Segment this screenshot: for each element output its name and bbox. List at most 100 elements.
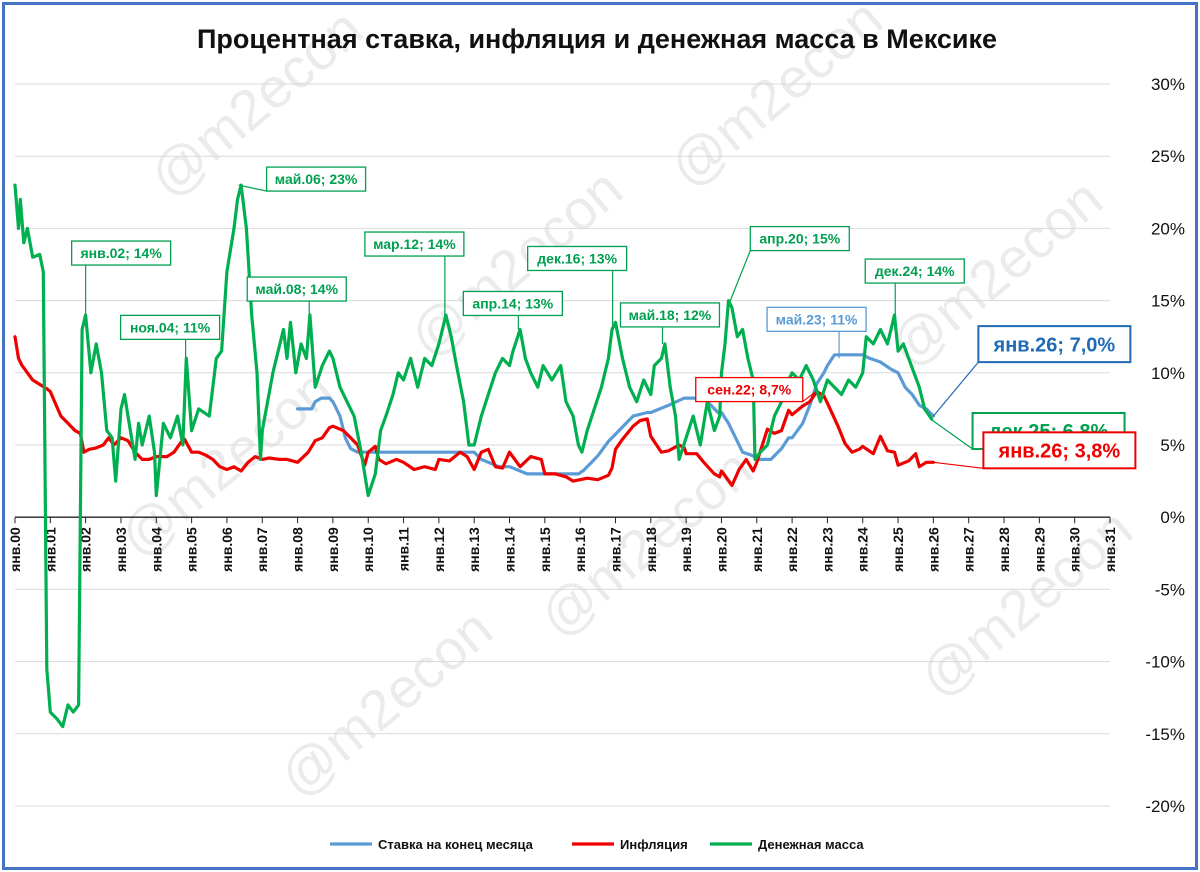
x-tick-label: янв.15 [537, 527, 553, 572]
annotation-callout: май.23; 11% [766, 306, 867, 359]
x-tick-label: янв.29 [1031, 527, 1047, 572]
series-line-rate [296, 353, 935, 476]
annotation-box [982, 431, 1137, 470]
series-layer [13, 183, 935, 729]
annotation-box [864, 258, 965, 284]
annotation-label: янв.26; 7,0% [993, 334, 1116, 356]
x-axis-ticks: янв.00 янв.01 янв.02 янв.03 янв.04 янв.05 янв.… [7, 517, 1118, 572]
annotation-label: сен.22; 8,7% [707, 382, 792, 398]
x-tick-label: янв.12 [431, 527, 447, 572]
y-tick-label: 10% [1151, 364, 1185, 383]
annotation-callout: апр.20; 15% [729, 225, 850, 301]
x-tick-label: янв.00 [7, 527, 23, 572]
annotation-callout: май.08; 14% [246, 276, 347, 316]
y-tick-label: 30% [1151, 75, 1185, 94]
annotation-label: май.18; 12% [629, 307, 712, 323]
annotation-leader [930, 418, 973, 450]
y-tick-label: 25% [1151, 147, 1185, 166]
annotation-label: май.06; 23% [275, 171, 358, 187]
annotation-label: ноя.04; 11% [130, 319, 211, 335]
annotation-label: дек.24; 14% [875, 263, 955, 279]
annotation-box [977, 325, 1132, 364]
annotation-box [766, 306, 867, 333]
x-tick-label: янв.13 [466, 527, 482, 572]
annotation-box [462, 290, 563, 317]
annotation-leader [238, 184, 267, 192]
x-tick-label: янв.06 [219, 527, 235, 572]
x-tick-label: янв.30 [1067, 527, 1083, 572]
annotation-leader [932, 361, 979, 417]
x-tick-label: янв.23 [819, 527, 835, 572]
x-tick-label: янв.05 [184, 527, 200, 572]
annotation-callout: янв.02; 14% [70, 240, 172, 316]
annotation-label: янв.02; 14% [81, 245, 163, 261]
legend-label: Ставка на конец месяца [378, 837, 534, 852]
y-axis-ticks: 30% 25% 20% 15% 10% 5% 0% -5% -10% -15% -20% [1145, 75, 1185, 816]
annotation-callout: янв.26; 7,0% [932, 325, 1132, 417]
x-tick-label: янв.19 [678, 527, 694, 572]
annotation-callout: ноя.04; 11% [119, 314, 221, 359]
annotation-leader [933, 461, 984, 469]
x-tick-label: янв.17 [607, 527, 623, 572]
watermark: @m2econ [267, 596, 504, 809]
legend-label: Инфляция [620, 837, 688, 852]
annotation-layer: янв.02; 14% ноя.04; 11% май.06; 23% май.08;… [70, 166, 1137, 470]
legend-item-money: Денежная масса [710, 837, 864, 852]
x-tick-label: янв.09 [325, 527, 341, 572]
annotation-box [246, 276, 347, 302]
annotation-label: дек.16; 13% [537, 251, 617, 267]
y-tick-label: -15% [1145, 725, 1185, 744]
x-tick-label: янв.10 [360, 527, 376, 572]
x-tick-label: янв.20 [713, 527, 729, 572]
x-tick-label: янв.31 [1102, 527, 1118, 572]
x-tick-label: янв.18 [643, 527, 659, 572]
x-tick-label: янв.28 [996, 527, 1012, 572]
legend-item-rate: Ставка на конец месяца [330, 837, 534, 852]
x-tick-label: янв.11 [396, 527, 412, 571]
annotation-box [364, 231, 465, 257]
annotation-box [695, 376, 804, 403]
annotation-label: янв.26; 3,8% [998, 441, 1121, 463]
annotation-label: апр.14; 13% [472, 296, 553, 312]
y-tick-label: 15% [1151, 292, 1185, 311]
watermark-layer: @m2econ @m2econ@m2econ @m2econ@m2econ @m2ec… [107, 0, 1144, 809]
annotation-leader [802, 391, 817, 403]
annotation-box [749, 225, 850, 252]
annotation-callout: май.18; 12% [619, 302, 721, 344]
x-tick-label: янв.21 [749, 527, 765, 572]
y-tick-label: 20% [1151, 219, 1185, 238]
annotation-callout: янв.26; 3,8% [933, 431, 1137, 470]
y-tick-label: -5% [1155, 580, 1185, 599]
annotation-label: мар.12; 14% [373, 236, 456, 252]
x-tick-label: янв.07 [254, 527, 270, 572]
annotation-box [619, 302, 721, 328]
series-line-money [13, 183, 934, 729]
annotation-callout: апр.14; 13% [462, 290, 563, 330]
x-tick-label: янв.16 [572, 527, 588, 572]
y-tick-label: 0% [1160, 508, 1185, 527]
x-tick-label: янв.08 [290, 527, 306, 572]
legend-item-inflation: Инфляция [572, 837, 688, 852]
y-tick-label: 5% [1160, 436, 1185, 455]
annotation-label: май.23; 11% [776, 311, 858, 327]
annotation-box [527, 245, 628, 272]
annotation-leader [729, 250, 751, 301]
legend-label: Денежная масса [758, 837, 864, 852]
x-tick-label: янв.25 [890, 527, 906, 572]
x-tick-label: янв.24 [855, 527, 871, 572]
annotation-callout: сен.22; 8,7% [695, 376, 817, 403]
annotation-callout: дек.24; 14% [864, 258, 965, 316]
annotation-label: май.08; 14% [255, 281, 338, 297]
annotation-callout: мар.12; 14% [364, 231, 465, 316]
annotation-label: апр.20; 15% [759, 231, 840, 247]
x-tick-label: янв.04 [148, 527, 164, 572]
series-line-inflation [13, 335, 935, 487]
annotation-callout: дек.16; 13% [527, 245, 628, 330]
annotation-callout: май.06; 23% [238, 166, 367, 192]
chart-title: Процентная ставка, инфляция и денежная м… [197, 24, 997, 54]
x-tick-label: янв.22 [784, 527, 800, 572]
y-tick-label: -10% [1145, 653, 1185, 672]
x-tick-label: янв.03 [113, 527, 129, 572]
annotation-box [70, 240, 172, 266]
